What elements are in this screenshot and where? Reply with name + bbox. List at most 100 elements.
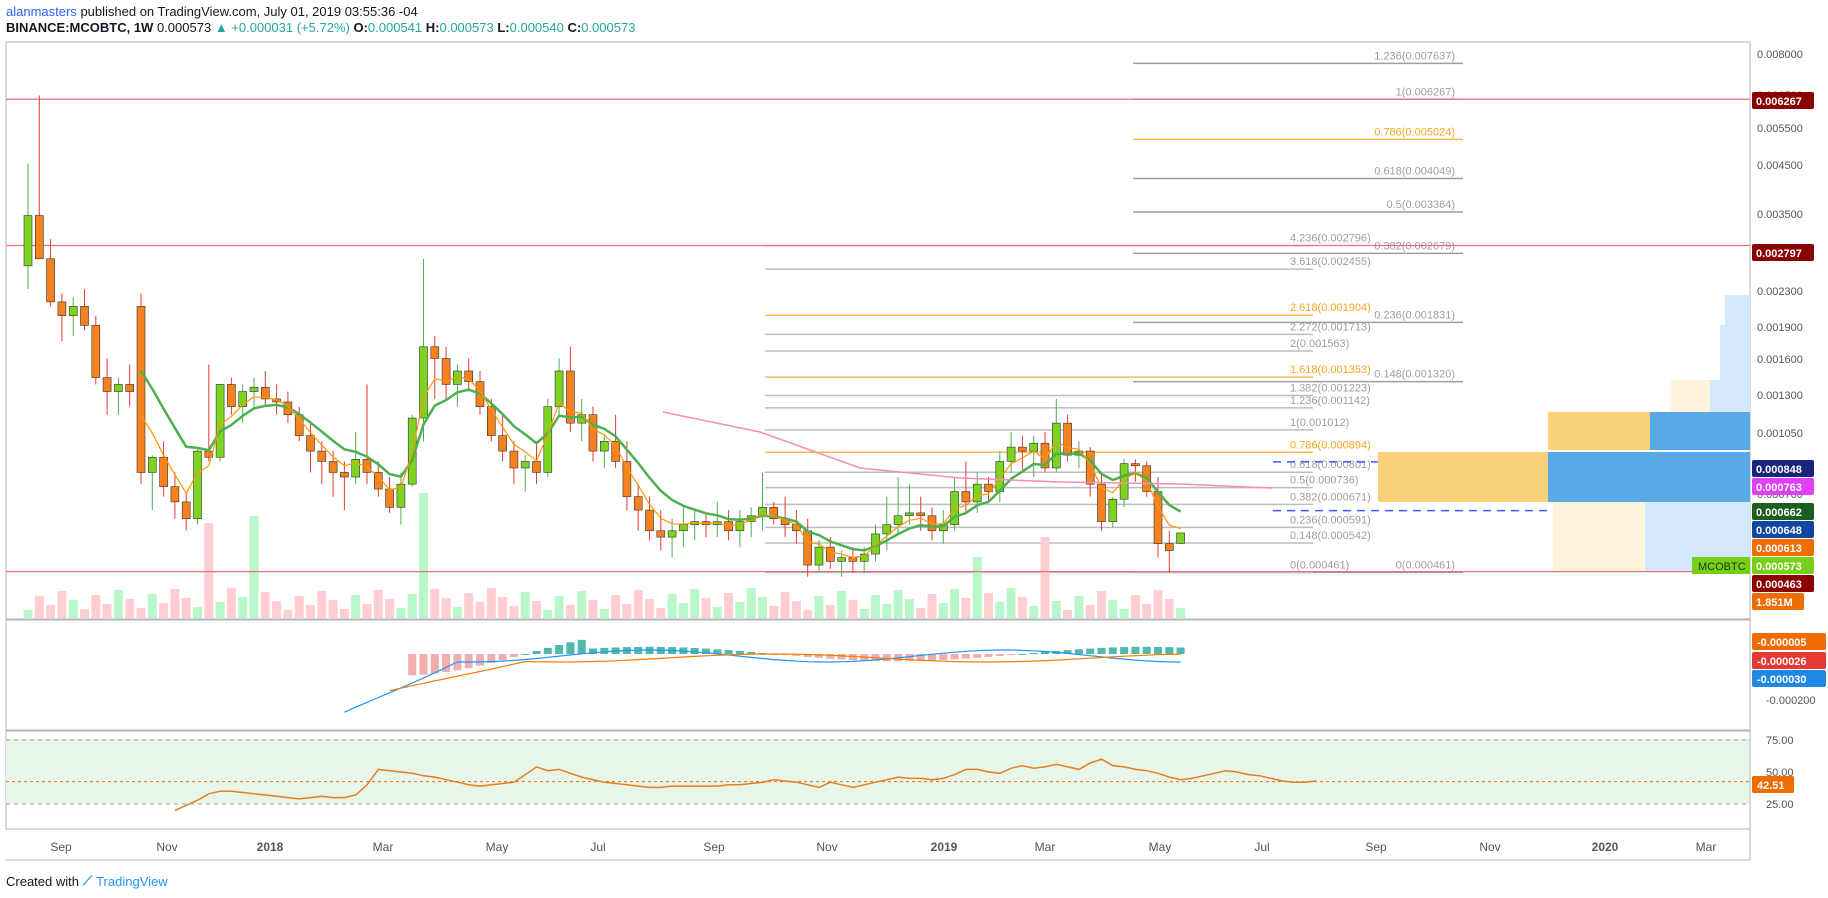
volume-bar (486, 588, 496, 618)
macd-histogram-bar (882, 654, 891, 662)
candle-body (34, 215, 44, 260)
volume-bar (407, 594, 417, 618)
price-label-bg (1752, 539, 1814, 556)
fib-mid-label: 2(0.001563) (1290, 338, 1349, 350)
candle-body (1006, 446, 1016, 462)
published-text: published on TradingView.com, July 01, 2… (80, 4, 418, 19)
candle-body (667, 530, 677, 538)
candle-body (272, 398, 281, 403)
volume-profile (1378, 295, 1750, 572)
volume-bar (904, 599, 914, 618)
volume-bar (91, 595, 101, 618)
volume-bar (972, 557, 982, 618)
macd-histogram-bar (961, 654, 970, 659)
volume-bar (701, 598, 711, 618)
price-axis-tick: 0.003500 (1757, 209, 1803, 221)
high-value: 0.000573 (439, 20, 494, 35)
horizontal-lines (6, 98, 1750, 573)
macd-histogram-bar (566, 642, 575, 654)
price-axis-tick: 0.001900 (1757, 322, 1803, 334)
candle-body (294, 414, 304, 436)
volume-bar (159, 603, 169, 618)
candle-body (23, 215, 33, 267)
volume-bar (509, 606, 519, 618)
volume-bar (656, 608, 666, 618)
macd-histogram-bar (803, 654, 812, 658)
macd-histogram-bar (815, 654, 823, 658)
price-axis-tick: 0.004500 (1757, 160, 1803, 172)
macd-label-text: -0.000026 (1757, 656, 1807, 668)
volume-profile-block (1720, 325, 1750, 380)
macd-histogram-bar (1131, 646, 1140, 654)
time-axis-tick: May (486, 840, 509, 854)
fib-mid-label: 4.236(0.002796) (1290, 233, 1371, 245)
time-axis-tick: 2018 (257, 840, 284, 854)
volume-bar (294, 596, 304, 618)
volume-profile-block (1378, 452, 1548, 502)
candle-body (80, 306, 89, 326)
price-label-text: 0.000662 (1756, 507, 1802, 519)
candle-body (498, 435, 507, 452)
fib-right-label: 0.618(0.004049) (1374, 165, 1455, 177)
volume-bar (577, 591, 587, 618)
macd-histogram-bar (430, 654, 439, 674)
volume-bar (1063, 610, 1073, 618)
candle-body (532, 461, 541, 473)
rsi-label-text: 42.51 (1757, 780, 1785, 792)
price-axis: 0.0080000.0065000.0055000.0045000.003500… (1757, 49, 1816, 811)
candle-body (848, 557, 858, 562)
candle-body (46, 258, 55, 303)
macd-indicator (344, 639, 1185, 713)
fib-mid-label: 0(0.000461) (1290, 559, 1349, 571)
macd-label-text: -0.000005 (1757, 637, 1807, 649)
volume-bar (633, 590, 643, 618)
price-label-text: 1.851M (1756, 597, 1793, 609)
volume-bar (193, 607, 202, 618)
volume-profile-block (1548, 452, 1750, 502)
volume-bar (317, 591, 327, 618)
volume-bar (1006, 588, 1016, 618)
candle-body (972, 483, 982, 503)
author-link[interactable]: alanmasters (6, 4, 77, 19)
macd-histogram-bar (555, 644, 564, 654)
candle-body (645, 509, 654, 532)
volume-bars (23, 493, 1186, 618)
last-price: 0.000573 (156, 20, 212, 35)
time-axis-tick: Mar (1696, 840, 1717, 854)
price-axis-tick: 0.001050 (1757, 428, 1803, 440)
volume-bar (215, 602, 225, 618)
candle-body (441, 358, 451, 385)
candle-body (825, 546, 835, 562)
volume-bar (1097, 591, 1106, 618)
macd-histogram-bar (408, 654, 417, 676)
tradingview-link[interactable]: TradingView (96, 873, 168, 889)
volume-bar (339, 609, 349, 618)
time-axis-tick: Sep (703, 840, 725, 854)
volume-bar (1051, 601, 1061, 618)
candle-body (916, 512, 926, 517)
fib-mid-label: 0.5(0.000736) (1290, 475, 1359, 487)
volume-bar (622, 604, 632, 618)
macd-histogram-bar (498, 654, 507, 661)
price-axis-tick: 0.005500 (1757, 123, 1803, 135)
macd-label-text: -0.000030 (1757, 674, 1807, 686)
volume-bar (690, 589, 700, 618)
volume-profile-block (1710, 380, 1750, 412)
volume-bar (893, 590, 903, 618)
volume-bar (882, 604, 892, 618)
volume-bar (565, 605, 575, 618)
time-axis-tick: Nov (156, 840, 177, 854)
macd-line (344, 649, 1181, 713)
volume-bar (667, 594, 677, 618)
candle-body (961, 491, 971, 503)
fib-mid-label: 0.786(0.000894) (1290, 439, 1371, 451)
volume-bar (916, 608, 926, 618)
macd-histogram-bar (939, 654, 948, 661)
candle-body (633, 496, 643, 511)
candle-body (554, 370, 564, 407)
fib-mid-label: 2.618(0.001904) (1290, 302, 1371, 314)
macd-histogram-bar (973, 654, 982, 658)
macd-histogram-bar (1108, 647, 1117, 654)
candle-body (1119, 463, 1129, 500)
